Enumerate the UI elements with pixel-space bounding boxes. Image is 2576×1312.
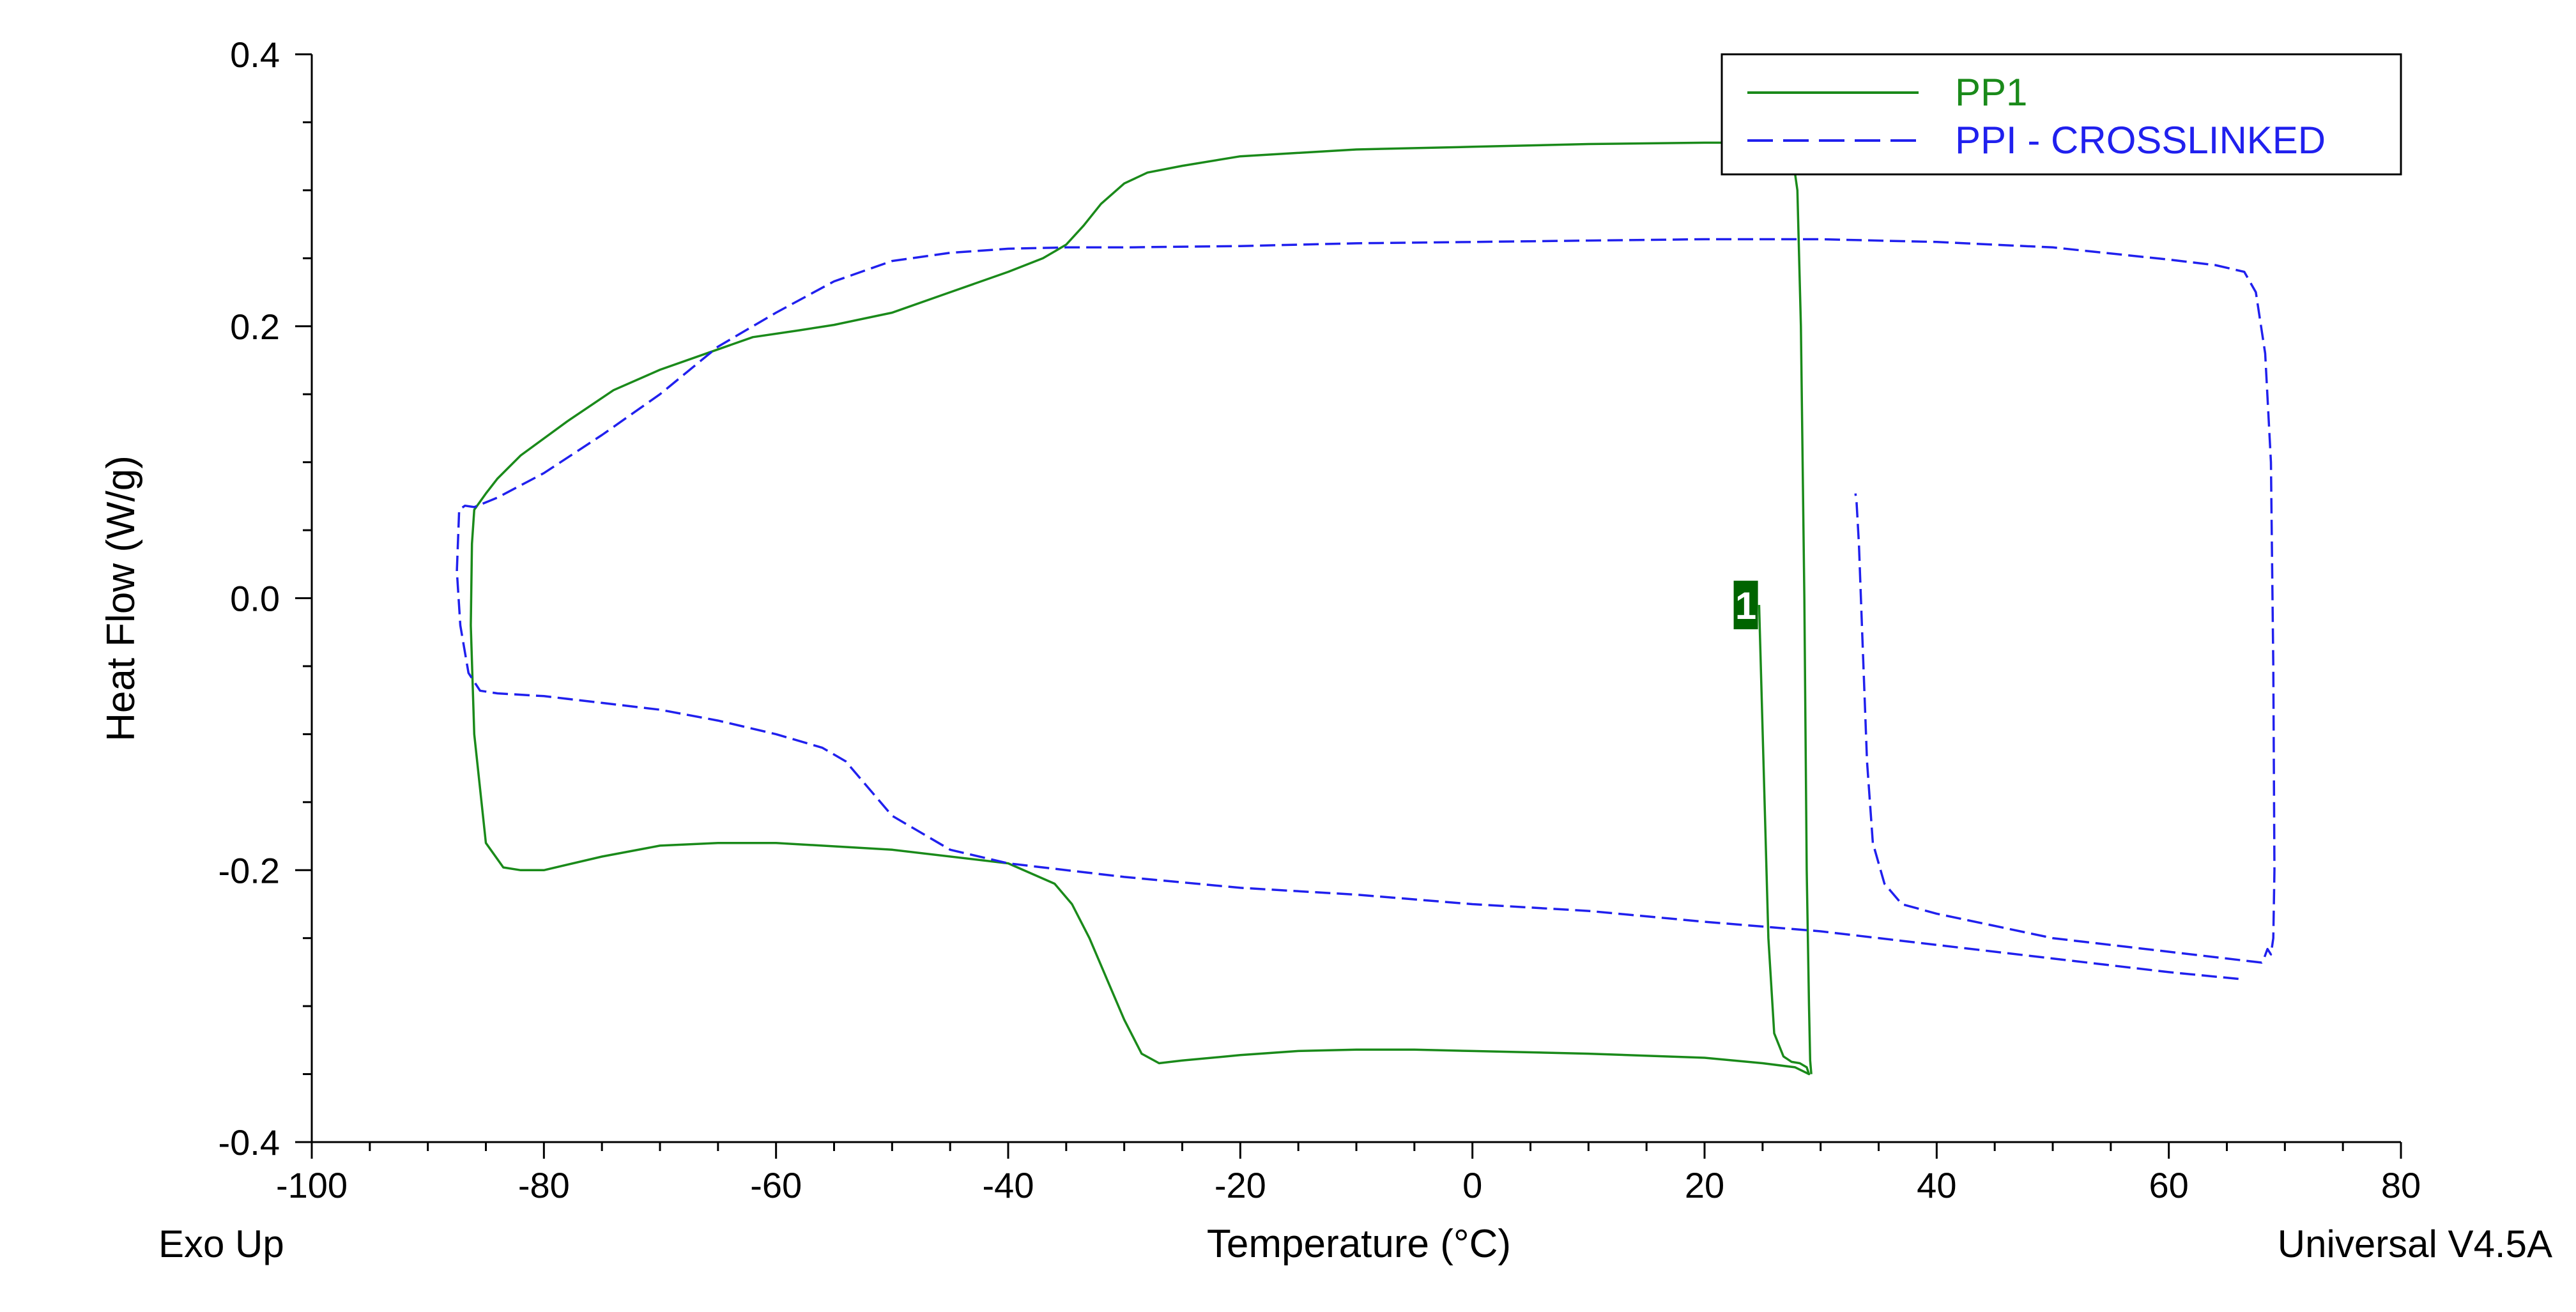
event-marker-box bbox=[1733, 581, 1758, 630]
event-marker-label: 1 bbox=[1735, 584, 1756, 627]
x-tick-label: -20 bbox=[1215, 1165, 1266, 1205]
y-axis-label: Heat Flow (W/g) bbox=[99, 455, 143, 742]
x-tick-label: 0 bbox=[1462, 1165, 1482, 1205]
x-axis-label: Temperature (°C) bbox=[1207, 1222, 1511, 1266]
x-tick-label: 80 bbox=[2381, 1165, 2421, 1205]
y-tick-label: -0.4 bbox=[218, 1122, 280, 1163]
x-tick-label: -60 bbox=[750, 1165, 802, 1205]
exo-up-label: Exo Up bbox=[158, 1223, 284, 1265]
software-version-label: Universal V4.5A bbox=[2278, 1223, 2552, 1265]
series-layer bbox=[456, 141, 2276, 1076]
legend-entry-label: PPI - CROSSLINKED bbox=[1955, 119, 2326, 162]
legend-entry-label: PP1 bbox=[1955, 71, 2027, 114]
y-tick-label: 0.2 bbox=[230, 307, 280, 347]
x-tick-label: 40 bbox=[1917, 1165, 1956, 1205]
y-tick-label: -0.2 bbox=[218, 850, 280, 890]
legend-box bbox=[1721, 53, 2402, 176]
y-tick-label: 0.0 bbox=[230, 579, 280, 619]
x-tick-label: 60 bbox=[2149, 1165, 2189, 1205]
x-tick-label: -40 bbox=[983, 1165, 1034, 1205]
axis-ticks: -100 -80 -60 -40 -20 0 20 40 60 80 -0.4 -0.2 0.0 0.2 0… bbox=[218, 34, 2421, 1205]
annotation-layer: 1 bbox=[1733, 581, 1758, 630]
series-line-pp1 bbox=[470, 141, 1813, 1076]
legend: PP1 PPI - CROSSLINKED bbox=[1721, 53, 2402, 176]
y-tick-label: 0.4 bbox=[230, 34, 280, 75]
x-tick-label: -80 bbox=[518, 1165, 570, 1205]
x-tick-label: 20 bbox=[1685, 1165, 1724, 1205]
x-tick-label: -100 bbox=[276, 1165, 348, 1205]
series-line-ppi-crosslinked bbox=[456, 238, 2276, 980]
